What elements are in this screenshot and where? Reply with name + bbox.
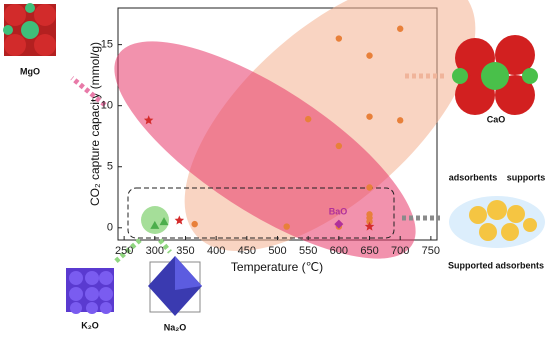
annotation: supports [507, 172, 546, 182]
supported-illustration [449, 196, 545, 248]
data-point [366, 211, 373, 218]
x-tick-label: 450 [238, 245, 256, 257]
x-tick-label: 750 [422, 245, 440, 257]
y-tick-label: 0 [107, 222, 113, 234]
data-point [366, 113, 373, 120]
x-axis-label: Temperature (℃) [231, 260, 323, 274]
data-point [396, 117, 404, 124]
data-point [304, 115, 312, 123]
cao-illustration [452, 35, 538, 115]
data-point [334, 219, 344, 229]
na2o-illustration [148, 256, 202, 316]
x-tick-label: 650 [360, 245, 378, 257]
data-point [143, 115, 154, 125]
data-point [396, 25, 404, 32]
data-point [159, 217, 169, 226]
x-tick-label: 600 [330, 245, 348, 257]
x-tick-label: 500 [268, 245, 286, 257]
annotation: Na₂O [164, 322, 187, 332]
data-point [283, 223, 290, 230]
data-point [150, 220, 160, 229]
annotation: K₂O [81, 320, 99, 330]
data-point [366, 52, 373, 59]
annotation: Supported adsorbents [448, 260, 544, 270]
regions [114, 0, 476, 259]
data-point [366, 184, 373, 191]
annotation: MgO [20, 66, 40, 76]
data-point [364, 221, 375, 231]
annotation: BaO [329, 206, 348, 216]
x-tick-label: 550 [299, 245, 317, 257]
data-point [174, 215, 185, 225]
data-point [335, 142, 343, 150]
annotation: CaO [487, 114, 506, 124]
annotation: adsorbents [449, 172, 498, 182]
y-axis-label: CO₂ capture capacity (mmol/g) [88, 42, 102, 206]
alkali-region [141, 206, 169, 234]
y-tick-label: 10 [101, 100, 113, 112]
mgo-illustration [3, 3, 56, 56]
x-tick-label: 350 [176, 245, 194, 257]
supported-box [127, 187, 395, 239]
x-tick-label: 700 [391, 245, 409, 257]
data-point [191, 220, 198, 228]
marks [143, 25, 404, 231]
k2o-illustration [66, 268, 114, 314]
x-tick-label: 400 [207, 245, 225, 257]
y-tick-label: 15 [101, 39, 113, 51]
x-tick-label: 300 [146, 245, 164, 257]
y-tick-label: 5 [107, 161, 113, 173]
x-tick-label: 250 [115, 245, 133, 257]
arrows [70, 73, 445, 264]
data-point [335, 35, 343, 42]
mgo-region [114, 41, 416, 259]
